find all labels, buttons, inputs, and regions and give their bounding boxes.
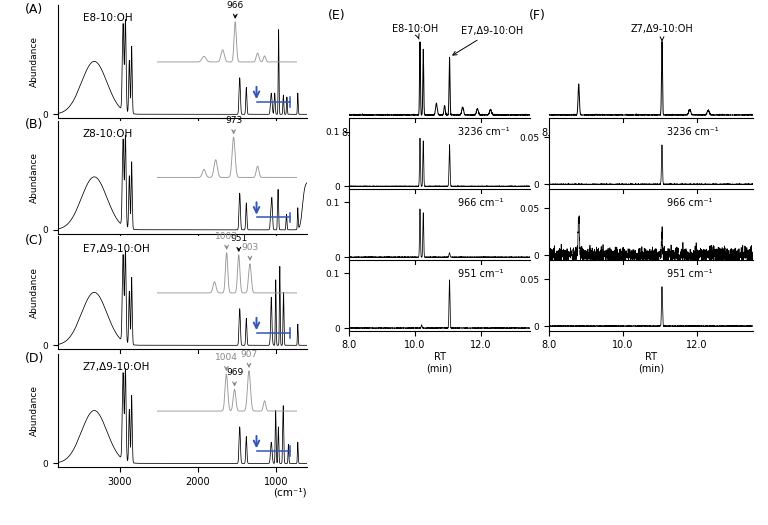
Text: Z7,Δ9-10:OH: Z7,Δ9-10:OH	[83, 362, 150, 372]
Text: Z8-10:OH: Z8-10:OH	[83, 129, 133, 139]
Text: (E): (E)	[328, 9, 346, 22]
Text: Z7,Δ9-10:OH: Z7,Δ9-10:OH	[631, 24, 694, 40]
Text: E7,Δ9-10:OH: E7,Δ9-10:OH	[453, 26, 523, 55]
Text: 966 cm⁻¹: 966 cm⁻¹	[667, 198, 713, 208]
Text: 3236 cm⁻¹: 3236 cm⁻¹	[458, 127, 509, 137]
Y-axis label: Abundance: Abundance	[31, 385, 39, 436]
X-axis label: RT (min): RT (min)	[418, 139, 462, 149]
Text: 951 cm⁻¹: 951 cm⁻¹	[458, 269, 503, 279]
Text: (C): (C)	[25, 234, 44, 247]
Text: 966 cm⁻¹: 966 cm⁻¹	[458, 198, 503, 208]
Text: E8-10:OH: E8-10:OH	[83, 13, 132, 23]
Text: (B): (B)	[25, 119, 44, 131]
Text: (A): (A)	[25, 3, 44, 16]
X-axis label: RT
(min): RT (min)	[637, 352, 664, 373]
Text: 3236 cm⁻¹: 3236 cm⁻¹	[667, 127, 719, 137]
Text: (F): (F)	[528, 9, 545, 22]
Y-axis label: Abundance: Abundance	[31, 152, 39, 203]
X-axis label: RT
(min): RT (min)	[426, 352, 453, 373]
Text: (cm⁻¹): (cm⁻¹)	[273, 488, 307, 498]
Y-axis label: Abundance: Abundance	[31, 267, 39, 318]
Y-axis label: Abundance: Abundance	[31, 36, 39, 87]
Text: (D): (D)	[25, 352, 45, 365]
Text: E7,Δ9-10:OH: E7,Δ9-10:OH	[83, 244, 149, 254]
Text: 951 cm⁻¹: 951 cm⁻¹	[667, 269, 713, 279]
X-axis label: RT (min): RT (min)	[629, 139, 673, 149]
Text: E8-10:OH: E8-10:OH	[392, 24, 439, 39]
